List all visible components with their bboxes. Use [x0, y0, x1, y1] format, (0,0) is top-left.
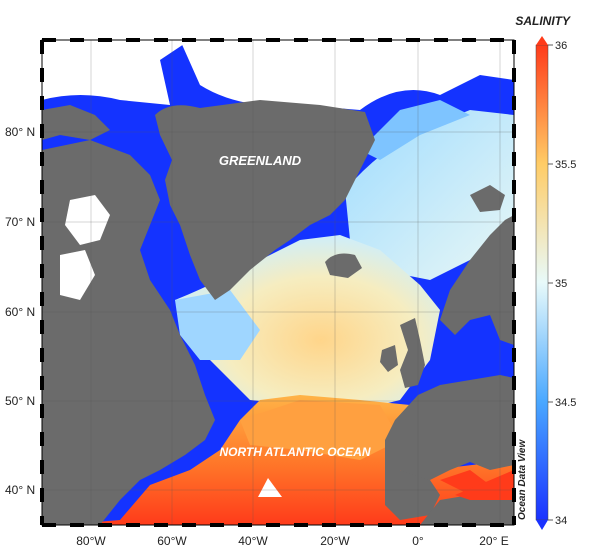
mediterranean-water	[455, 470, 514, 500]
scandinavia-landmass	[440, 215, 514, 345]
map-area	[42, 40, 514, 525]
colorbar: SALINITY 36 35.5 35 34.5 34	[515, 14, 576, 530]
colorbar-title: SALINITY	[515, 14, 571, 28]
iberia-landmass	[385, 470, 440, 520]
iceland-landmass	[325, 253, 362, 278]
lon-tick-label: 80°W	[76, 534, 106, 548]
colorbar-tick-label: 34.5	[555, 397, 576, 409]
lon-tick-label: 20°W	[320, 534, 350, 548]
nordic-seas-water	[360, 100, 470, 160]
colorbar-max-arrow	[536, 36, 548, 45]
colorbar-ramp	[535, 44, 549, 521]
hudson-bay-no-data	[65, 195, 110, 245]
colorbar-min-arrow	[536, 520, 548, 530]
lon-tick-label: 40°W	[238, 534, 268, 548]
map-border-ticks	[40, 38, 516, 527]
svalbard-landmass	[470, 185, 505, 212]
no-data-area	[42, 40, 190, 105]
labrador-sea-water	[175, 290, 260, 360]
lat-tick-label: 80° N	[5, 125, 35, 139]
lon-tick-label: 0°	[412, 534, 424, 548]
lon-tick-label: 20° E	[479, 534, 508, 548]
hudson-bay-no-data	[60, 250, 95, 300]
colorbar-ticks	[548, 44, 553, 521]
subtropical-saline-water	[240, 400, 400, 460]
lat-tick-label: 60° N	[5, 305, 35, 319]
ocean-label: NORTH ATLANTIC OCEAN	[219, 445, 370, 459]
britain-landmass	[400, 318, 425, 388]
greenland-landmass	[155, 100, 375, 300]
colorbar-tick-label: 34	[555, 515, 567, 527]
africa-landmass	[420, 495, 514, 525]
ireland-landmass	[380, 345, 398, 372]
no-data-area	[180, 40, 514, 110]
no-data-patch	[258, 478, 282, 497]
colorbar-tick-label: 36	[555, 40, 567, 52]
ocean-data-view-watermark: Ocean Data View	[517, 439, 528, 520]
graticule	[42, 40, 514, 525]
colorbar-tick-label: 35.5	[555, 159, 576, 171]
greenland-label: GREENLAND	[219, 153, 302, 168]
arctic-island	[42, 105, 110, 140]
lat-tick-label: 50° N	[5, 394, 35, 408]
colorbar-tick-label: 35	[555, 278, 567, 290]
lon-tick-label: 60°W	[157, 534, 187, 548]
lat-tick-label: 40° N	[5, 483, 35, 497]
lat-tick-label: 70° N	[5, 215, 35, 229]
